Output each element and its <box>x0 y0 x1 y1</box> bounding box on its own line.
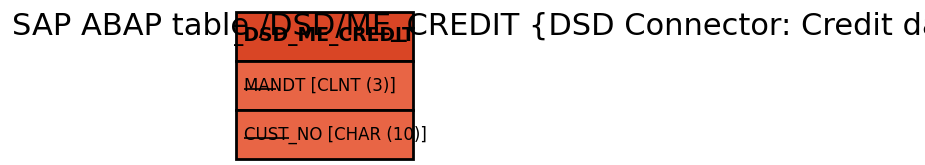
Text: _DSD_ME_CREDIT: _DSD_ME_CREDIT <box>234 27 415 46</box>
Text: CUST_NO [CHAR (10)]: CUST_NO [CHAR (10)] <box>244 126 426 144</box>
Text: SAP ABAP table /DSD/ME_CREDIT {DSD Connector: Credit data}: SAP ABAP table /DSD/ME_CREDIT {DSD Conne… <box>12 12 925 42</box>
Text: MANDT [CLNT (3)]: MANDT [CLNT (3)] <box>244 77 396 95</box>
Bar <box>236 110 413 159</box>
Bar <box>236 61 413 110</box>
Bar <box>236 12 413 61</box>
